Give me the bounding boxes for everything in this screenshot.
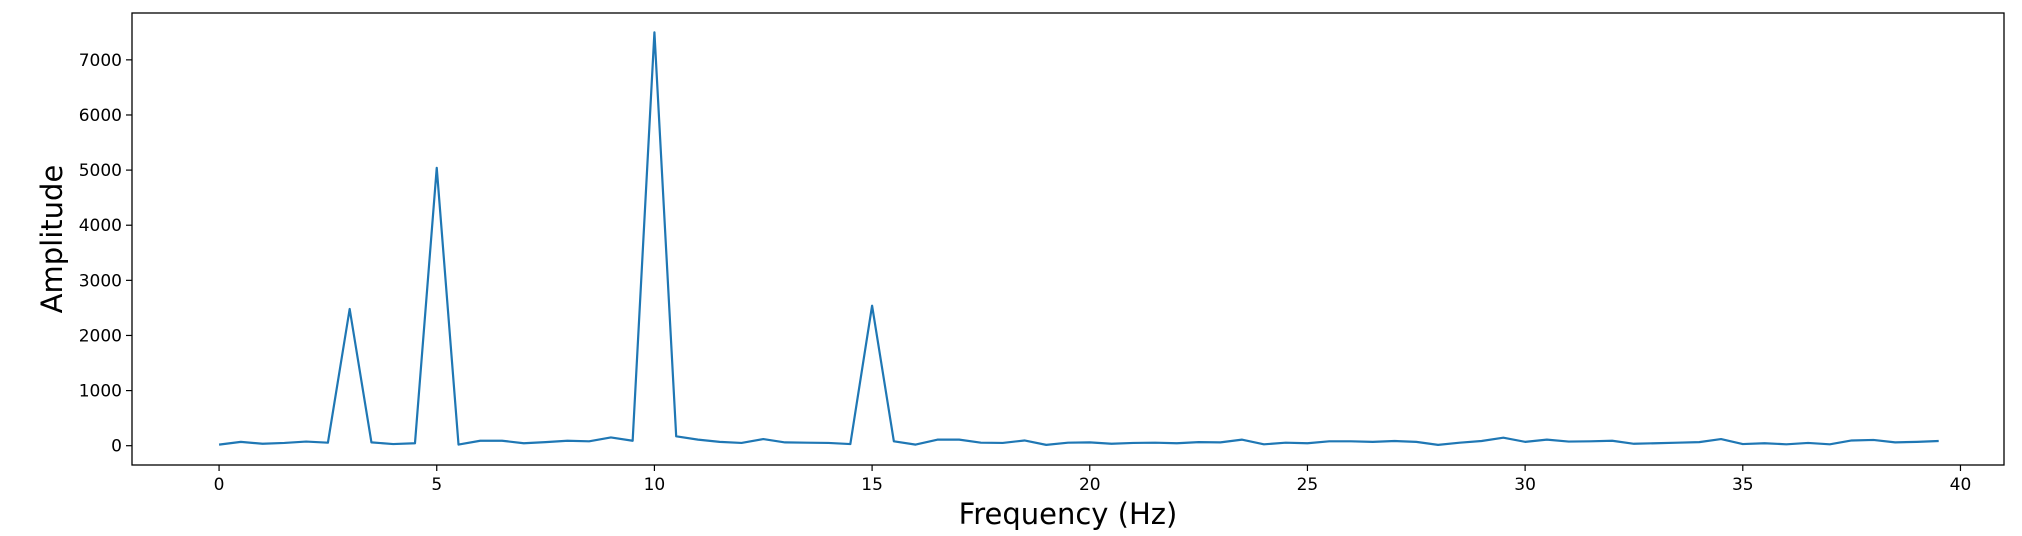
x-tick-label: 15 xyxy=(861,475,883,495)
x-tick-label: 10 xyxy=(644,475,666,495)
y-tick-label: 1000 xyxy=(79,382,122,402)
x-tick-label: 0 xyxy=(214,475,225,495)
y-tick-label: 0 xyxy=(111,437,122,457)
y-tick-label: 2000 xyxy=(79,326,122,346)
x-axis: 0 5 10 15 20 25 30 35 40 xyxy=(214,465,1972,495)
x-tick-label: 5 xyxy=(431,475,442,495)
y-tick-label: 4000 xyxy=(79,216,122,236)
y-tick-label: 3000 xyxy=(79,271,122,291)
series-lines xyxy=(218,31,1939,446)
y-tick-label: 5000 xyxy=(79,161,122,181)
x-tick-label: 40 xyxy=(1950,475,1972,495)
x-tick-label: 25 xyxy=(1297,475,1319,495)
y-tick-label: 6000 xyxy=(79,106,122,126)
series-line xyxy=(218,31,1939,446)
x-tick-label: 20 xyxy=(1079,475,1101,495)
y-axis: 0 1000 2000 3000 4000 5000 6000 7000 xyxy=(79,51,132,457)
x-axis-title: Frequency (Hz) xyxy=(959,497,1178,531)
x-tick-label: 30 xyxy=(1514,475,1536,495)
x-tick-label: 35 xyxy=(1732,475,1754,495)
y-axis-title: Amplitude xyxy=(35,165,69,314)
plot-area-frame xyxy=(131,12,2005,466)
y-tick-label: 7000 xyxy=(79,51,122,71)
